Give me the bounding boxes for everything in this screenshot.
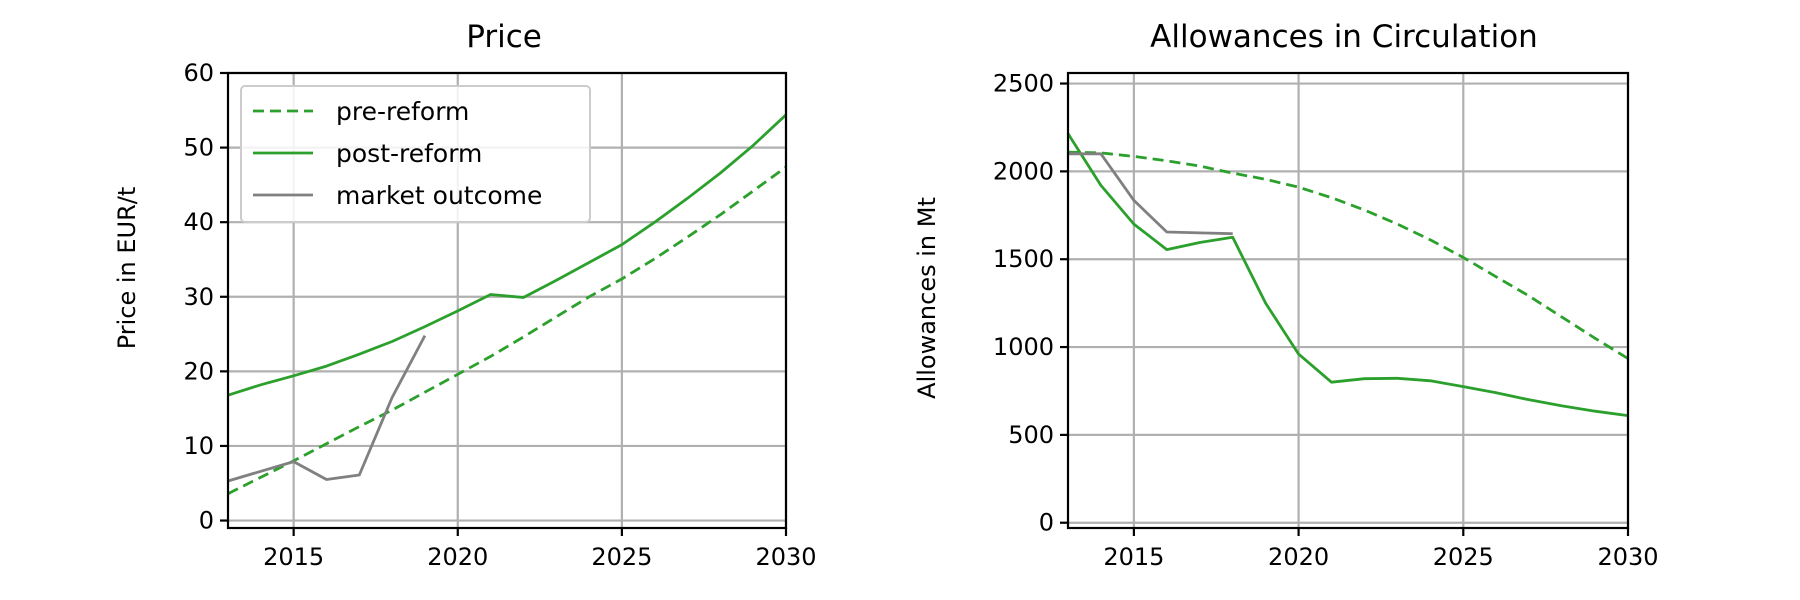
allowances-pre-reform-line [1067, 150, 1629, 360]
allowances-x-tick-label: 2020 [1268, 543, 1329, 571]
price-plot-frame [226, 71, 788, 530]
price-panel: Price Price in EUR/t 2015 2020 2025 2030010… [113, 19, 817, 571]
legend-label-market-outcome: market outcome [336, 181, 542, 210]
allowances-x-tick-label: 2030 [1597, 543, 1658, 571]
price-y-tick-label: 0 [199, 507, 214, 535]
allowances-x-tick-label: 2025 [1433, 543, 1494, 571]
allowances-y-axis-label: Allowances in Mt [913, 197, 941, 399]
allowances-y-tick-label: 500 [1008, 421, 1054, 449]
allowances-chart-title: Allowances in Circulation [1150, 19, 1538, 55]
price-x-tick-label: 2025 [591, 543, 652, 571]
allowances-y-tick-label: 2000 [993, 157, 1054, 185]
price-y-tick-label: 40 [183, 208, 214, 236]
price-x-tick-label: 2030 [755, 543, 816, 571]
allowances-plot-frame [1066, 71, 1630, 530]
legend: pre-reform post-reform market outcome [240, 85, 591, 223]
allowances-y-tick-label: 0 [1039, 509, 1054, 537]
price-y-tick-label: 10 [183, 432, 214, 460]
allowances-y-tick-label: 1000 [993, 333, 1054, 361]
allowances-x-tick-label: 2015 [1103, 543, 1164, 571]
price-y-tick-label: 60 [183, 59, 214, 87]
price-x-tick-label: 2015 [263, 543, 324, 571]
price-post-reform-line [227, 113, 787, 397]
allowances-market-outcome-line [1068, 152, 1233, 236]
price-chart-title: Price [466, 19, 542, 55]
allowances-panel: Allowances in Circulation Allowances in … [913, 19, 1659, 571]
legend-box [240, 85, 591, 223]
allowances-y-tick-label: 2500 [993, 70, 1054, 98]
price-pre-reform-line [227, 165, 787, 495]
price-market-outcome-line [227, 334, 427, 483]
price-y-axis-label: Price in EUR/t [113, 187, 141, 350]
allowances-post-reform-line [1066, 132, 1629, 417]
legend-label-post-reform: post-reform [336, 139, 482, 168]
price-x-tick-label: 2020 [427, 543, 488, 571]
price-y-tick-label: 20 [183, 357, 214, 385]
price-y-tick-label: 30 [183, 283, 214, 311]
legend-label-pre-reform: pre-reform [336, 97, 469, 126]
allowances-y-tick-label: 1500 [993, 245, 1054, 273]
price-y-tick-label: 50 [183, 134, 214, 162]
